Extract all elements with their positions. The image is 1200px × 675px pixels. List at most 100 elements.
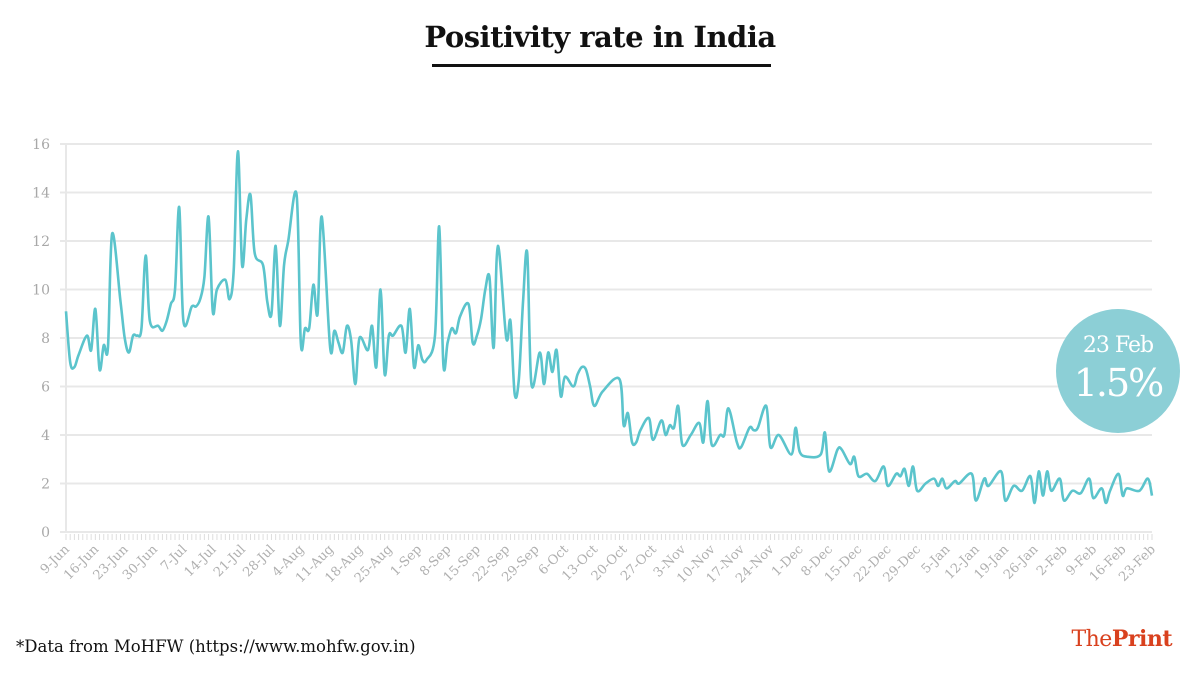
data-point <box>882 465 884 467</box>
data-point <box>719 434 721 436</box>
y-tick-label: 8 <box>41 331 50 347</box>
data-point <box>631 441 633 443</box>
data-point <box>706 400 708 402</box>
data-point <box>316 313 318 315</box>
data-point <box>157 325 159 327</box>
data-point <box>593 405 595 407</box>
data-point <box>191 305 193 307</box>
data-point <box>857 475 859 477</box>
data-point <box>228 298 230 300</box>
data-point <box>1105 502 1107 504</box>
data-point <box>1109 490 1111 492</box>
data-point <box>1038 470 1040 472</box>
data-point <box>589 385 591 387</box>
data-point <box>669 424 671 426</box>
data-point <box>736 441 738 443</box>
data-point <box>270 313 272 315</box>
y-tick-label: 6 <box>41 380 50 396</box>
data-point <box>1046 470 1048 472</box>
data-point <box>677 405 679 407</box>
x-tick-label: 21-Jul <box>211 542 249 580</box>
data-point <box>207 216 209 218</box>
data-point <box>149 320 151 322</box>
y-axis-ticks: 0 2 4 6 8 10 12 14 16 <box>32 137 50 541</box>
data-point <box>140 327 142 329</box>
data-point <box>513 393 515 395</box>
data-point <box>392 334 394 336</box>
data-point <box>853 456 855 458</box>
data-point <box>866 473 868 475</box>
data-point <box>895 473 897 475</box>
data-point <box>249 194 251 196</box>
x-tick-label: 1-Sep <box>388 542 425 579</box>
data-point <box>1100 487 1102 489</box>
data-point <box>497 245 499 247</box>
y-tick-label: 2 <box>41 477 50 493</box>
data-point <box>828 470 830 472</box>
data-point <box>241 264 243 266</box>
y-tick-label: 12 <box>32 234 50 250</box>
data-point <box>836 448 838 450</box>
data-point <box>224 279 226 281</box>
data-point <box>1012 485 1014 487</box>
data-point <box>954 480 956 482</box>
data-point <box>799 451 801 453</box>
data-point <box>375 366 377 368</box>
data-point <box>321 216 323 218</box>
data-point <box>1021 490 1023 492</box>
data-point <box>794 427 796 429</box>
data-point <box>451 327 453 329</box>
data-point <box>564 376 566 378</box>
data-point <box>421 359 423 361</box>
data-point <box>555 349 557 351</box>
data-point <box>627 412 629 414</box>
x-tick-label: 28-Jul <box>240 542 278 580</box>
data-point <box>287 240 289 242</box>
data-point <box>1088 477 1090 479</box>
data-point <box>413 366 415 368</box>
data-point <box>958 482 960 484</box>
data-point <box>354 383 356 385</box>
data-point <box>274 245 276 247</box>
data-point <box>660 419 662 421</box>
data-point <box>216 288 218 290</box>
data-point <box>874 480 876 482</box>
data-point <box>170 303 172 305</box>
data-point <box>253 252 255 254</box>
data-point <box>602 390 604 392</box>
data-point <box>752 429 754 431</box>
data-point <box>1029 475 1031 477</box>
data-point <box>576 373 578 375</box>
data-point <box>212 310 214 312</box>
data-point <box>820 453 822 455</box>
data-point <box>73 366 75 368</box>
data-point <box>476 334 478 336</box>
data-point <box>69 361 71 363</box>
data-point <box>983 477 985 479</box>
x-tick-label: 14-Jul <box>182 542 220 580</box>
data-point <box>622 424 624 426</box>
logo-part-print: Print <box>1111 626 1173 652</box>
data-point <box>1117 473 1119 475</box>
data-point <box>1092 497 1094 499</box>
data-point <box>144 254 146 256</box>
data-point <box>748 427 750 429</box>
gridlines <box>60 143 1153 540</box>
data-point <box>77 354 79 356</box>
data-point <box>132 334 134 336</box>
data-point <box>778 434 780 436</box>
x-tick-label: 1-Dec <box>769 542 807 580</box>
y-tick-label: 4 <box>41 428 50 444</box>
data-point <box>790 453 792 455</box>
data-point <box>182 320 184 322</box>
data-point <box>807 456 809 458</box>
data-point <box>438 225 440 227</box>
data-point <box>530 383 532 385</box>
data-point <box>379 288 381 290</box>
data-point <box>887 485 889 487</box>
x-tick-label: 2-Feb <box>1034 542 1071 579</box>
data-point <box>539 351 541 353</box>
data-point <box>342 351 344 353</box>
data-point <box>388 334 390 336</box>
